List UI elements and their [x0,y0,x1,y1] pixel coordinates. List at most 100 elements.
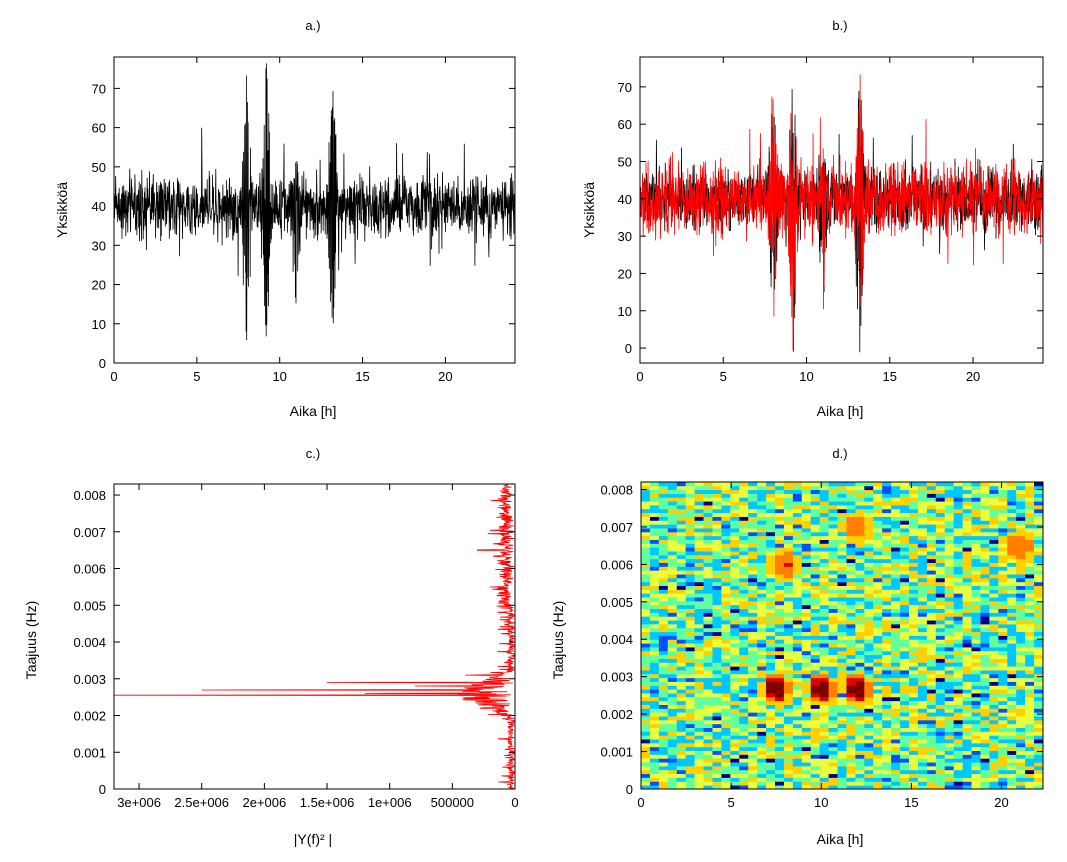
heatmap-cell [900,727,910,732]
heatmap-cell [721,700,731,705]
heatmap-cell [685,719,695,725]
heatmap-cell [828,758,838,763]
heatmap-cell [882,681,892,686]
heatmap-cell [676,727,687,732]
heatmap-cell [873,524,883,529]
heatmap-cell [1025,585,1035,590]
heatmap-cell [775,600,785,606]
heatmap-cell [792,762,803,767]
heatmap-cell [917,524,928,529]
heatmap-cell [766,531,776,537]
heatmap-cell [1007,570,1017,575]
heatmap-cell [935,781,946,786]
heatmap-cell [837,639,847,644]
heatmap-cell [864,758,874,763]
heatmap-cell [882,623,892,629]
heatmap-cell [667,623,678,629]
heatmap-cell [1034,539,1044,544]
heatmap-cell [926,554,937,560]
heatmap-cell [775,685,785,690]
heatmap-cell [685,758,695,763]
heatmap-cell [676,600,687,606]
heatmap-cell [917,531,928,537]
heatmap-cell [837,762,847,767]
heatmap-cell [900,497,910,502]
heatmap-cell [819,505,829,510]
heatmap-cell [828,535,838,540]
heatmap-cell [935,670,946,675]
heatmap-cell [971,489,981,494]
heatmap-cell [712,493,722,498]
heatmap-cell [694,696,704,702]
heatmap-cell [1007,704,1017,709]
heatmap-cell [971,593,981,598]
heatmap-cell [1025,516,1035,521]
heatmap-cell [766,493,776,498]
heatmap-cell [694,547,704,552]
heatmap-cell [810,643,821,648]
heatmap-cell [703,716,713,721]
heatmap-cell [694,673,704,679]
heatmap-cell [703,731,713,736]
heatmap-cell [739,562,749,567]
heatmap-cell [891,574,901,579]
heatmap-cell [980,689,990,694]
heatmap-cell [792,551,803,556]
heatmap-cell [676,773,687,778]
heatmap-cell [971,623,981,629]
heatmap-cell [783,493,794,498]
heatmap-cell [819,735,829,740]
heatmap-cell [873,758,883,763]
heatmap-cell [962,570,972,575]
heatmap-cell [703,543,713,548]
heatmap-cell [971,512,981,517]
heatmap-cell [1016,577,1026,583]
heatmap-cell [891,501,901,506]
heatmap-cell [917,765,928,771]
heatmap-cell [739,497,749,502]
heatmap-cell [989,742,999,748]
heatmap-cell [917,489,928,494]
heatmap-cell [944,654,955,659]
heatmap-cell [658,612,669,617]
heatmap-cell [819,570,829,575]
heatmap-cell [810,489,821,494]
heatmap-cell [641,631,651,636]
heatmap-cell [757,562,767,567]
heatmap-cell [748,616,758,621]
heatmap-cell [828,589,838,594]
heatmap-cell [980,731,990,736]
heatmap-cell [926,535,937,540]
heatmap-cell [873,670,883,675]
heatmap-cell [703,501,713,506]
heatmap-cell [1025,731,1035,736]
heatmap-cell [1025,769,1035,775]
heatmap-cell [962,516,972,521]
heatmap-cell [649,773,660,778]
heatmap-cell [926,735,937,740]
panel-d-ytick-label: 0.008 [600,482,633,497]
heatmap-cell [748,742,758,748]
heatmap-cell [882,574,892,579]
heatmap-cell [658,562,669,567]
heatmap-cell [837,650,847,656]
heatmap-cell [855,520,865,525]
heatmap-cell [783,746,794,752]
heatmap-cell [926,623,937,629]
heatmap-cell [712,604,722,610]
heatmap-cell [641,696,651,702]
heatmap-cell [998,739,1008,744]
heatmap-cell [649,696,660,702]
heatmap-cell [1016,685,1026,690]
heatmap-cell [837,616,847,621]
heatmap-cell [783,616,794,621]
heatmap-cell [757,735,767,740]
heatmap-cell [685,508,695,514]
heatmap-cell [980,604,990,610]
heatmap-cell [998,604,1008,610]
heatmap-cell [998,570,1008,575]
heatmap-cell [775,696,785,702]
panel-c-ytick-label: 0.002 [73,709,106,724]
heatmap-cell [819,562,829,567]
heatmap-cell [676,501,687,506]
